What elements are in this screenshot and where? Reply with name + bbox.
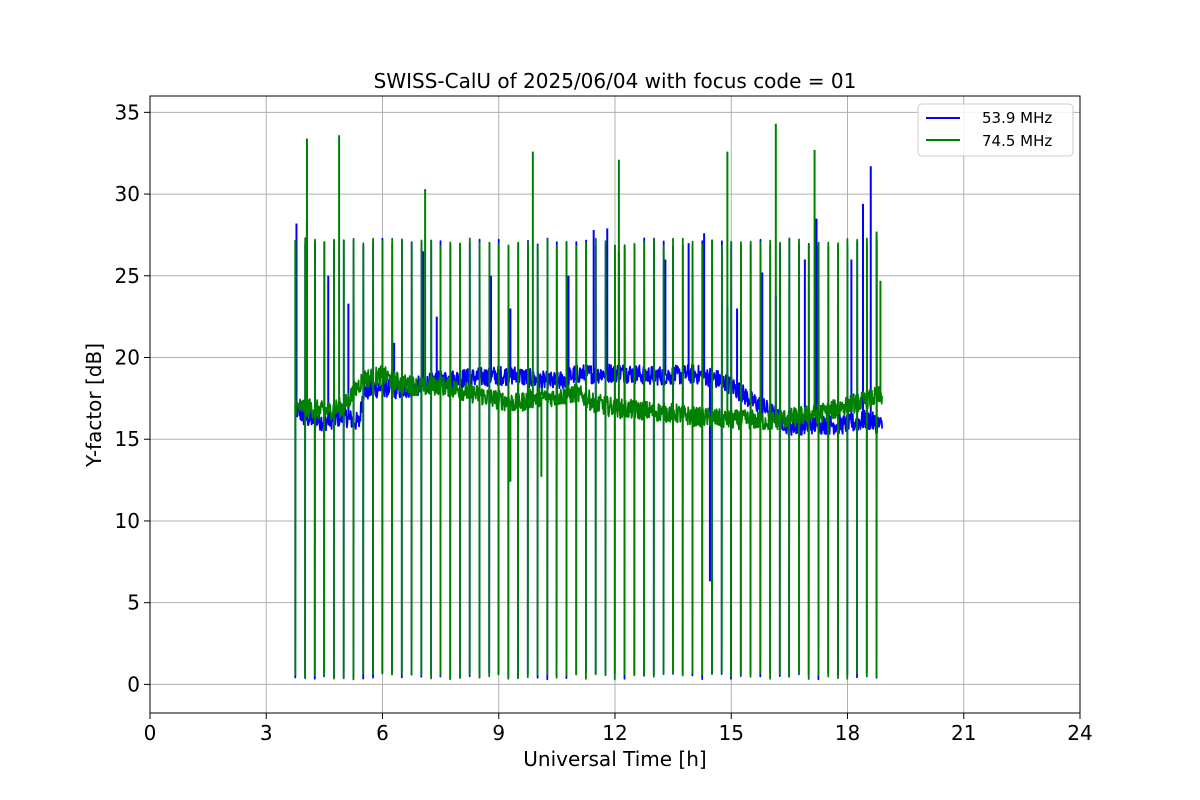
legend-label-53-9-mhz: 53.9 MHz <box>982 109 1052 127</box>
x-axis: 0 3 6 9 12 15 18 21 24 <box>144 713 1093 745</box>
legend-label-74-5-mhz: 74.5 MHz <box>982 132 1052 150</box>
legend: 53.9 MHz 74.5 MHz <box>917 103 1074 157</box>
x-axis-label: Universal Time [h] <box>523 747 706 771</box>
x-tick-label: 9 <box>492 721 505 745</box>
x-tick-label: 18 <box>835 721 860 745</box>
y-tick-label: 5 <box>127 591 140 615</box>
chart-title: SWISS-CalU of 2025/06/04 with focus code… <box>374 69 857 93</box>
series-layer <box>294 123 883 681</box>
y-tick-label: 0 <box>127 672 140 696</box>
y-tick-label: 20 <box>115 346 140 370</box>
x-tick-label: 12 <box>602 721 627 745</box>
y-tick-label: 25 <box>115 264 140 288</box>
x-tick-label: 3 <box>260 721 273 745</box>
series-line-74-5-mhz <box>294 237 883 681</box>
x-tick-label: 24 <box>1067 721 1092 745</box>
y-tick-label: 15 <box>115 427 140 451</box>
y-tick-label: 30 <box>115 182 140 206</box>
x-tick-label: 21 <box>951 721 976 745</box>
y-tick-label: 35 <box>115 100 140 124</box>
y-tick-label: 10 <box>115 509 140 533</box>
x-tick-label: 15 <box>719 721 744 745</box>
x-tick-label: 0 <box>144 721 157 745</box>
x-tick-label: 6 <box>376 721 389 745</box>
y-axis: 0 5 10 15 20 25 30 35 <box>115 100 150 696</box>
y-axis-label: Y-factor [dB] <box>82 343 106 468</box>
